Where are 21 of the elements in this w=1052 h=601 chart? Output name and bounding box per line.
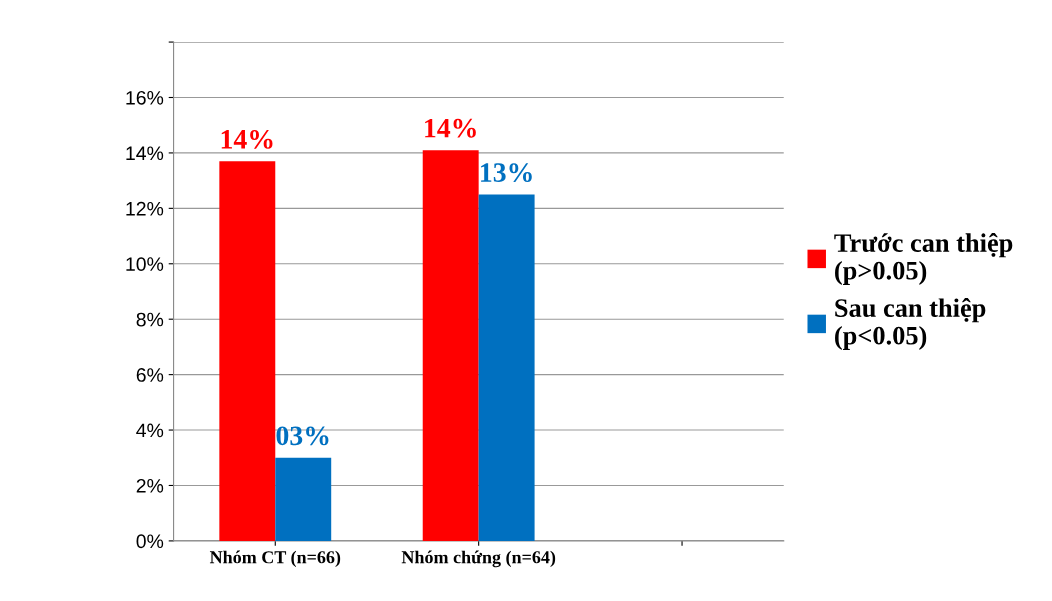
legend-label: Trước can thiệp (p>0.05) [834,233,1013,285]
bar [478,194,535,541]
bar [219,161,276,541]
y-tick-label: 8% [136,312,164,327]
y-tick-label: 16% [126,90,164,105]
y-tick-label: 10% [126,257,164,272]
bar [275,457,332,541]
bar [422,150,479,541]
data-label: 14% [425,118,476,138]
y-tick-label: 6% [136,368,164,382]
data-label: 03% [276,426,329,446]
y-tick-label: 0% [136,534,164,549]
y-tick-label: 4% [136,423,164,438]
x-tick-label: Nhóm chứng (n=64) [401,550,556,568]
legend-label: Sau can thiệp (p<0.05) [835,298,986,350]
y-tick-label: 12% [126,201,164,216]
x-tick-label: Nhóm CT (n=66) [209,550,341,568]
y-tick-label: 2% [136,478,164,493]
y-tick-label: 14% [126,146,164,161]
data-label: 14% [221,129,273,149]
data-label: 13% [481,163,532,183]
